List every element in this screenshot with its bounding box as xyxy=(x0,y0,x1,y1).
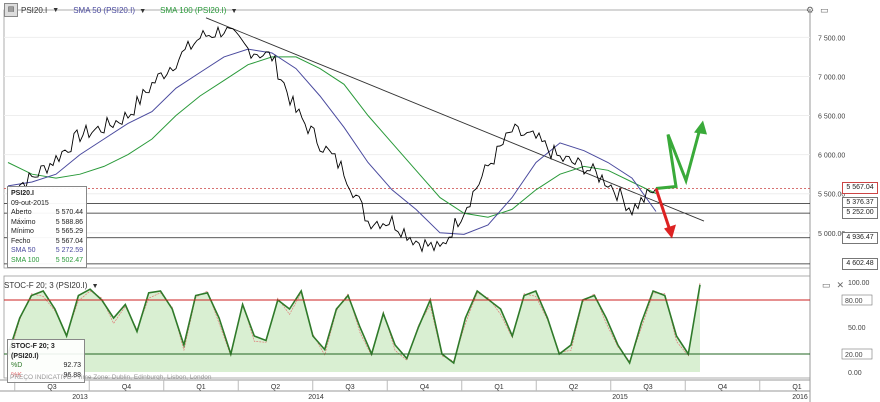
info-row-value: 5 588.86 xyxy=(55,218,83,226)
quarter-label: Q1 xyxy=(494,384,503,391)
info-row-value: 5 567.04 xyxy=(55,237,83,245)
sma50-legend[interactable]: SMA 50 (PSI20.I) ▼ xyxy=(73,6,146,15)
quarter-label: Q4 xyxy=(122,384,131,391)
chart-toolbar: ▤ PSI20.I ▼ SMA 50 (PSI20.I) ▼ SMA 100 (… xyxy=(0,0,880,20)
info-row-label: Mínimo xyxy=(11,228,34,235)
panel-tools: ⚙ ▭ xyxy=(806,5,829,16)
chevron-down-icon[interactable]: ▼ xyxy=(230,7,238,15)
chart-type-icon[interactable]: ▤ xyxy=(4,3,18,17)
minimize-icon[interactable]: ▭ xyxy=(820,5,829,15)
stoch-area xyxy=(8,284,700,372)
info-box-row: Mínimo 5 565.29 xyxy=(11,227,83,237)
stoch-row-value: 92.73 xyxy=(63,362,81,369)
sma100-label: SMA 100 (PSI20.I) xyxy=(160,5,227,15)
data-info-box: PSI20.I 09-out-2015 Aberto 5 570.44 Máximo… xyxy=(7,186,87,268)
stoch-row-label: %K xyxy=(11,371,22,379)
settings-icon[interactable]: ⚙ xyxy=(806,5,815,15)
year-label: 2013 xyxy=(72,394,88,401)
info-row-label: Aberto xyxy=(11,209,32,216)
minimize-icon[interactable]: ▭ xyxy=(822,280,831,290)
stoch-info-rows: %D 92.73 %K 96.88 xyxy=(11,361,81,380)
stoch-info-row: %D 92.73 xyxy=(11,361,81,371)
stoch-tick-label: 100.00 xyxy=(848,280,870,287)
price-tick-label: 5 000.00 xyxy=(818,231,845,238)
info-box-title: PSI20.I xyxy=(11,190,34,197)
stoch-tick-label: 80.00 xyxy=(845,298,863,305)
price-tick-label: 7 500.00 xyxy=(818,35,845,42)
info-box-row: Fecho 5 567.04 xyxy=(11,237,83,247)
quarter-label: Q3 xyxy=(47,384,56,391)
quarter-label: Q2 xyxy=(271,384,280,391)
quarter-label: Q1 xyxy=(196,384,205,391)
close-icon[interactable]: ✕ xyxy=(836,280,845,290)
quarter-label: Q1 xyxy=(792,384,801,391)
trendline xyxy=(205,17,705,222)
stoch-panel-header[interactable]: STOC-F 20; 3 (PSI20.I) ▼ xyxy=(4,281,99,290)
stoch-panel-tools: ▭ ✕ xyxy=(822,280,844,291)
info-row-label: Fecho xyxy=(11,237,31,245)
stoch-info-title: STOC-F 20; 3 (PSI20.I) xyxy=(11,343,55,360)
price-tick-label: 6 500.00 xyxy=(818,114,845,121)
price-tick-label: 6 000.00 xyxy=(818,153,845,160)
sma100-legend[interactable]: SMA 100 (PSI20.I) ▼ xyxy=(160,6,237,15)
info-row-label: Máximo xyxy=(11,218,36,226)
stoch-info-box: STOC-F 20; 3 (PSI20.I) %D 92.73 %K 96.88 xyxy=(7,339,85,383)
stoch-row-label: %D xyxy=(11,362,23,369)
sma100-line xyxy=(7,56,657,218)
price-tick-label: 7 000.00 xyxy=(818,74,845,81)
price-line xyxy=(7,25,657,253)
quarter-label: Q3 xyxy=(643,384,652,391)
bullish-arrowhead xyxy=(694,120,707,135)
info-row-label: SMA 50 xyxy=(11,247,36,254)
info-row-value: 5 272.59 xyxy=(55,247,83,254)
price-level-tag: 5 567.04 xyxy=(842,182,878,195)
price-tick-label: 5 500.00 xyxy=(818,192,845,199)
quarter-label: Q3 xyxy=(345,384,354,391)
info-row-value: 5 570.44 xyxy=(55,209,83,216)
stoch-level-tag xyxy=(841,294,873,306)
year-label: 2015 xyxy=(612,394,628,401)
price-level-tag: 5 376.37 xyxy=(842,197,878,210)
stoch-tick-label: 20.00 xyxy=(845,352,863,359)
info-box-rows: Aberto 5 570.44 Máximo 5 588.86 Mínimo 5 565.… xyxy=(11,208,83,265)
bullish-scenario-arrow xyxy=(655,128,702,190)
year-label: 2014 xyxy=(308,394,324,401)
quarter-label: Q4 xyxy=(420,384,429,391)
info-row-label: SMA 100 xyxy=(11,256,40,264)
chevron-down-icon[interactable]: ▼ xyxy=(139,7,147,15)
year-label: 2016 xyxy=(792,394,808,401)
sma50-line xyxy=(7,48,657,235)
stoch-info-row: %K 96.88 xyxy=(11,371,81,381)
info-box-row: SMA 50 5 272.59 xyxy=(11,246,83,256)
info-box-row: SMA 100 5 502.47 xyxy=(11,256,83,266)
chevron-down-icon[interactable]: ▼ xyxy=(91,283,99,290)
bearish-scenario-arrow xyxy=(654,188,672,231)
stoch-tick-label: 0.00 xyxy=(848,370,862,377)
info-box-row: Aberto 5 570.44 xyxy=(11,208,83,218)
stoch-k-line xyxy=(7,284,701,365)
sma50-label: SMA 50 (PSI20.I) xyxy=(73,5,135,15)
info-row-value: 5 565.29 xyxy=(55,228,83,235)
info-box-date: 09-out-2015 xyxy=(11,199,49,207)
price-level-tag: 5 252.00 xyxy=(842,207,878,220)
price-level-tag: 4 936.47 xyxy=(842,231,878,244)
stoch-tick-label: 50.00 xyxy=(848,325,866,332)
stoch-row-value: 96.88 xyxy=(63,371,81,379)
symbol-label: PSI20.I xyxy=(21,5,48,15)
price-panel-frame xyxy=(3,9,811,269)
watermark: PREÇO INDICATIVO - Time Zone: Dublin, Ed… xyxy=(10,374,212,381)
quarter-label: Q4 xyxy=(718,384,727,391)
info-row-value: 5 502.47 xyxy=(55,256,83,264)
info-box-row: Máximo 5 588.86 xyxy=(11,218,83,228)
stoch-level-tag xyxy=(841,348,873,360)
price-level-tag: 4 602.48 xyxy=(842,257,878,270)
quarter-label: Q2 xyxy=(569,384,578,391)
bearish-arrowhead xyxy=(664,224,676,239)
chevron-down-icon[interactable]: ▼ xyxy=(52,6,60,14)
symbol-selector[interactable]: ▤ PSI20.I ▼ xyxy=(4,3,59,17)
